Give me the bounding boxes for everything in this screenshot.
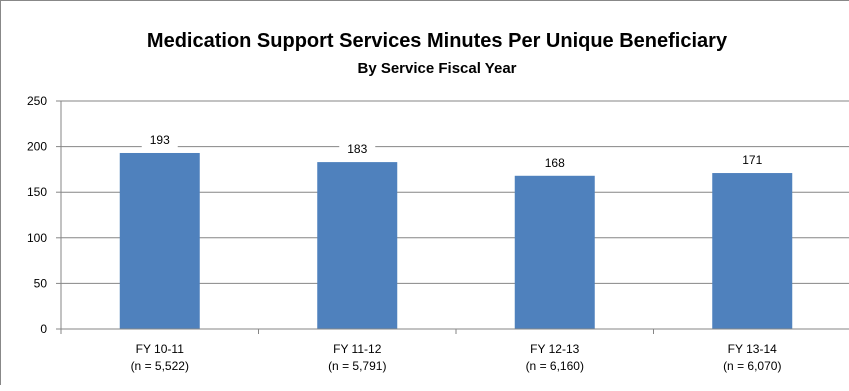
- data-label: 168: [545, 156, 565, 170]
- y-tick-label: 250: [27, 94, 47, 108]
- bar-fy-11-12: [317, 162, 398, 329]
- category-sublabel: (n = 5,791): [328, 359, 386, 373]
- category-label: FY 10-11: [136, 342, 185, 356]
- data-label-background: [734, 153, 771, 169]
- category-sublabel: (n = 6,160): [526, 359, 584, 373]
- y-tick-label: 50: [34, 276, 48, 290]
- y-tick-label: 200: [27, 140, 47, 154]
- y-tick-label: 150: [27, 185, 47, 199]
- data-label: 183: [347, 142, 367, 156]
- bar-fy-10-11: [119, 152, 200, 329]
- y-axis: 0 50 100 150 200 250: [27, 94, 62, 336]
- data-label: 193: [150, 133, 170, 147]
- category-sublabel: (n = 6,070): [723, 359, 781, 373]
- data-label: 171: [742, 153, 762, 167]
- x-axis: FY 10-11 (n = 5,522) FY 11-12 (n = 5,791) FY…: [60, 328, 849, 373]
- y-tick-label: 0: [40, 322, 47, 336]
- data-label-background: [536, 155, 573, 171]
- data-label-background: [339, 142, 376, 158]
- category-label: FY 12-13: [530, 342, 579, 356]
- bars: 193 183 168 171: [119, 132, 793, 329]
- category-label: FY 13-14: [728, 342, 777, 356]
- bar-fy-12-13: [514, 175, 595, 329]
- y-tick-label: 100: [27, 231, 47, 245]
- chart-title: Medication Support Services Minutes Per …: [147, 30, 728, 52]
- category-label: FY 11-12: [333, 342, 382, 356]
- bar-fy-13-14: [712, 173, 793, 329]
- category-sublabel: (n = 5,522): [131, 359, 189, 373]
- chart-subtitle: By Service Fiscal Year: [357, 60, 516, 77]
- data-label-background: [141, 132, 178, 148]
